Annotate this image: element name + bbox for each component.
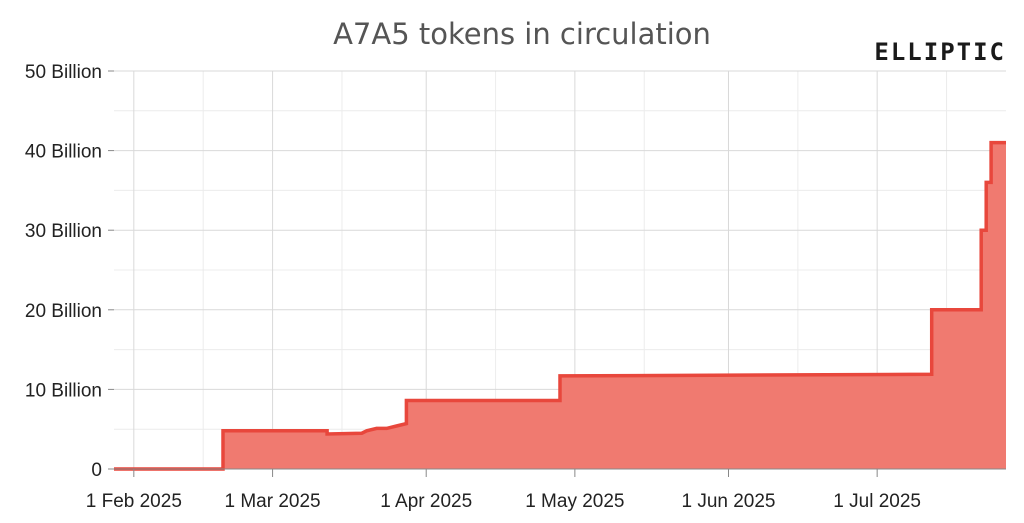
y-tick-label: 40 Billion [25,142,102,163]
y-tick-label: 30 Billion [25,221,102,242]
x-tick-label: 1 Feb 2025 [86,491,182,512]
y-tick-label: 10 Billion [25,380,102,401]
x-axis: 1 Feb 2025 1 Mar 2025 1 Apr 2025 1 May 2025… [86,468,1006,512]
y-axis: 0 10 Billion 20 Billion 30 Billion 40 Billio… [25,62,114,481]
chart-title: A7A5 tokens in circulation [333,17,711,51]
x-tick-label: 1 May 2025 [525,491,624,512]
x-tick-label: 1 Apr 2025 [380,491,472,512]
circulation-area [114,142,1006,469]
x-tick-label: 1 Jun 2025 [681,491,775,512]
y-tick-label: 0 [91,460,102,481]
x-tick-label: 1 Mar 2025 [225,491,321,512]
elliptic-logo: ELLIPTIC [874,38,1006,66]
circulation-line [114,140,1006,471]
y-tick-label: 50 Billion [25,62,102,83]
minor-gridlines [114,71,1006,469]
x-tick-label: 1 Jul 2025 [833,491,921,512]
y-tick-label: 20 Billion [25,301,102,322]
